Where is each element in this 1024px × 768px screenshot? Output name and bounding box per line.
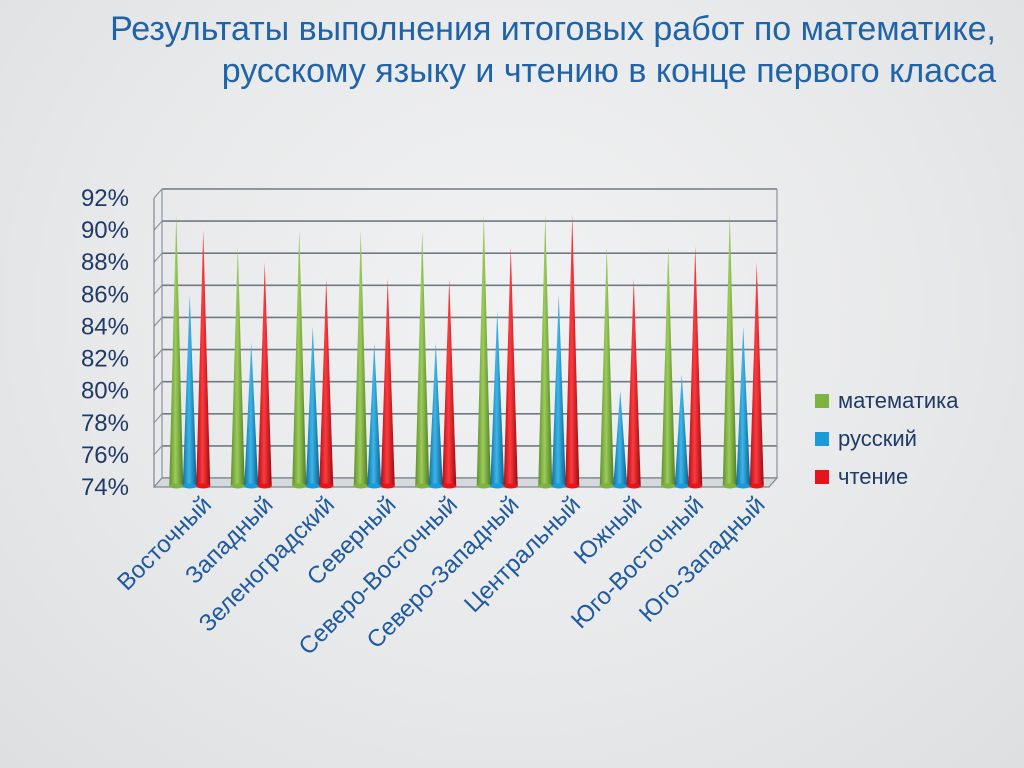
y-tick-label: 92% <box>81 185 129 212</box>
gridline-side <box>153 220 163 231</box>
bar <box>722 214 737 489</box>
gridline-side <box>153 413 163 424</box>
bar <box>538 214 553 489</box>
gridline-side <box>153 445 163 456</box>
bar <box>565 214 580 489</box>
gridline-side <box>153 381 163 392</box>
y-tick-label: 74% <box>81 474 129 501</box>
bar <box>292 230 307 489</box>
y-tick-label: 86% <box>81 281 129 308</box>
bar <box>169 214 184 489</box>
bar <box>736 326 751 489</box>
y-tick-label: 88% <box>81 249 129 276</box>
bar <box>674 374 689 489</box>
bar <box>661 246 676 489</box>
chart-bars <box>169 214 764 489</box>
bar <box>688 246 703 489</box>
x-axis-categories: ВосточныйЗападныйЗеленоградскийСеверныйС… <box>112 491 770 660</box>
chart-legend: математика русский чтение <box>815 388 959 489</box>
bar <box>367 342 382 489</box>
bar <box>428 342 443 489</box>
legend-swatch <box>815 470 829 484</box>
gridline-side <box>153 284 163 295</box>
bar <box>319 278 334 489</box>
y-tick-label: 78% <box>81 410 129 437</box>
legend-item-label: чтение <box>838 464 908 489</box>
gridline-side <box>153 317 163 327</box>
bar <box>196 230 211 489</box>
bar <box>503 246 518 489</box>
bar <box>305 326 320 489</box>
bar <box>599 246 614 489</box>
legend-item-label: математика <box>838 388 959 413</box>
gridline-side <box>153 188 163 199</box>
bar <box>442 278 457 489</box>
legend-item-label: русский <box>838 426 917 451</box>
bar <box>415 230 430 489</box>
gridline-side <box>153 252 163 263</box>
y-tick-label: 90% <box>81 217 129 244</box>
bar <box>476 214 491 489</box>
bar <box>380 278 395 489</box>
bar <box>490 310 505 489</box>
bar <box>244 342 259 489</box>
gridline-side <box>153 349 163 359</box>
slide-title: Результаты выполнения итоговых работ по … <box>110 10 996 90</box>
legend-swatch <box>815 394 829 408</box>
bar <box>353 230 368 489</box>
y-tick-label: 84% <box>81 313 129 340</box>
y-tick-label: 82% <box>81 346 129 373</box>
bar <box>182 294 197 489</box>
bar <box>749 262 764 489</box>
bar <box>551 294 566 489</box>
bar <box>613 390 628 489</box>
y-axis-ticks: 74% 76% 78% 80% 82% 84% 86% 88% 90% 92% <box>81 185 129 501</box>
bar <box>626 278 641 489</box>
legend-swatch <box>815 432 829 446</box>
y-tick-label: 80% <box>81 378 129 405</box>
bar <box>257 262 272 489</box>
bar <box>230 246 245 489</box>
y-tick-label: 76% <box>81 442 129 469</box>
